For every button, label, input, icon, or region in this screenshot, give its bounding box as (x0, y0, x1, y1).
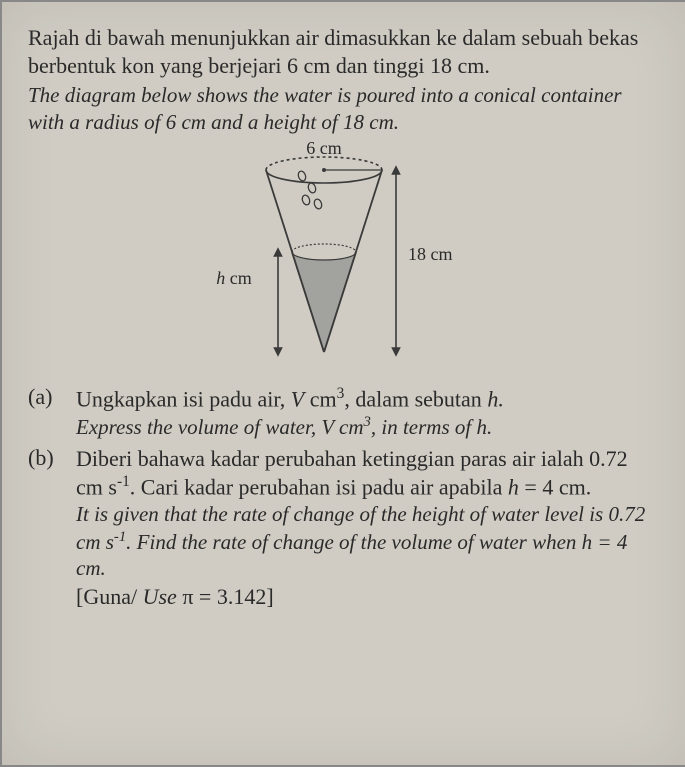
intro-en: The diagram below shows the water is pou… (28, 82, 659, 136)
part-b-label: (b) (28, 445, 76, 610)
b-en2: . Find the rate of change of the volume … (76, 530, 627, 580)
a-ms-v: V (291, 386, 304, 411)
svg-text:6 cm: 6 cm (306, 142, 342, 158)
a-en-cubed: 3 (364, 414, 371, 430)
part-a-body: Ungkapkan isi padu air, V cm 3 , dalam seb… (76, 384, 659, 441)
cone-svg: 6 cm 18 cm h cm (194, 142, 494, 366)
b-ms-neg1: -1 (117, 473, 130, 490)
a-en-pre: Express the volume of water, V cm (76, 415, 364, 439)
part-b: (b) Diberi bahawa kadar perubahan keting… (28, 445, 659, 610)
a-ms-unit: cm (304, 386, 336, 411)
b-ms3: = 4 cm. (519, 475, 591, 500)
question-list: (a) Ungkapkan isi padu air, V cm 3 , dalam… (28, 384, 659, 610)
a-ms-h: h. (487, 386, 504, 411)
guna-pi: π = 3.142] (182, 584, 273, 609)
guna-open: [Guna/ (76, 584, 143, 609)
a-ms-post: , dalam sebutan (344, 386, 487, 411)
guna-use: Use (143, 584, 183, 609)
b-en-neg1: -1 (114, 529, 126, 545)
part-b-body: Diberi bahawa kadar perubahan ketinggian… (76, 445, 659, 610)
part-a-ms: Ungkapkan isi padu air, V cm3, dalam seb… (76, 384, 659, 413)
part-a-label: (a) (28, 384, 76, 441)
svg-text:h cm: h cm (216, 268, 252, 288)
guna-note: [Guna/ Use π = 3.142] (76, 584, 659, 610)
cone-diagram: 6 cm 18 cm h cm (28, 142, 659, 366)
intro-ms: Rajah di bawah menunjukkan air dimasukka… (28, 24, 659, 80)
b-ms2: . Cari kadar perubahan isi padu air apab… (130, 475, 508, 500)
a-en-post: , in terms of h. (371, 415, 492, 439)
b-ms-h: h (508, 475, 519, 500)
part-b-ms: Diberi bahawa kadar perubahan ketinggian… (76, 445, 659, 502)
part-b-en: It is given that the rate of change of t… (76, 501, 659, 581)
part-a-en: Express the volume of water, V cm3, in t… (76, 413, 659, 440)
part-a: (a) Ungkapkan isi padu air, V cm 3 , dalam… (28, 384, 659, 441)
a-ms-pre: Ungkapkan isi padu air, (76, 386, 291, 411)
question-page: Rajah di bawah menunjukkan air dimasukka… (0, 0, 685, 767)
svg-text:18 cm: 18 cm (408, 244, 453, 264)
